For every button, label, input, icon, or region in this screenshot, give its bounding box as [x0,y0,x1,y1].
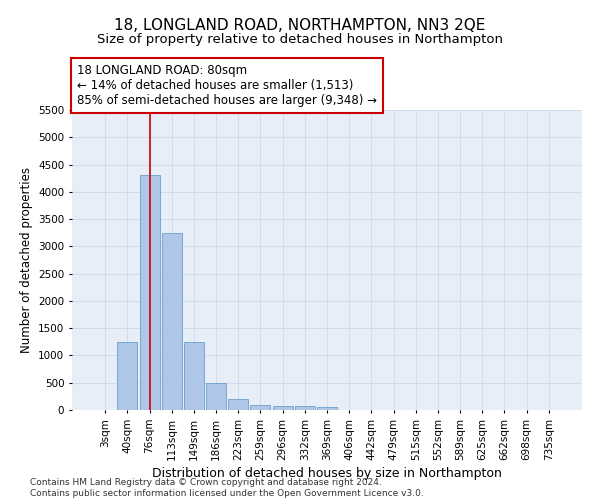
Bar [184,342,204,410]
Bar [140,176,160,410]
Text: 18, LONGLAND ROAD, NORTHAMPTON, NN3 2QE: 18, LONGLAND ROAD, NORTHAMPTON, NN3 2QE [115,18,485,32]
Text: Size of property relative to detached houses in Northampton: Size of property relative to detached ho… [97,32,503,46]
Text: Contains HM Land Registry data © Crown copyright and database right 2024.
Contai: Contains HM Land Registry data © Crown c… [30,478,424,498]
Text: 18 LONGLAND ROAD: 80sqm
← 14% of detached houses are smaller (1,513)
85% of semi: 18 LONGLAND ROAD: 80sqm ← 14% of detache… [77,64,377,107]
Bar [295,406,315,410]
Bar [317,408,337,410]
X-axis label: Distribution of detached houses by size in Northampton: Distribution of detached houses by size … [152,466,502,479]
Bar [272,406,293,410]
Bar [118,342,137,410]
Y-axis label: Number of detached properties: Number of detached properties [20,167,32,353]
Bar [250,404,271,410]
Bar [206,382,226,410]
Bar [228,399,248,410]
Bar [162,232,182,410]
